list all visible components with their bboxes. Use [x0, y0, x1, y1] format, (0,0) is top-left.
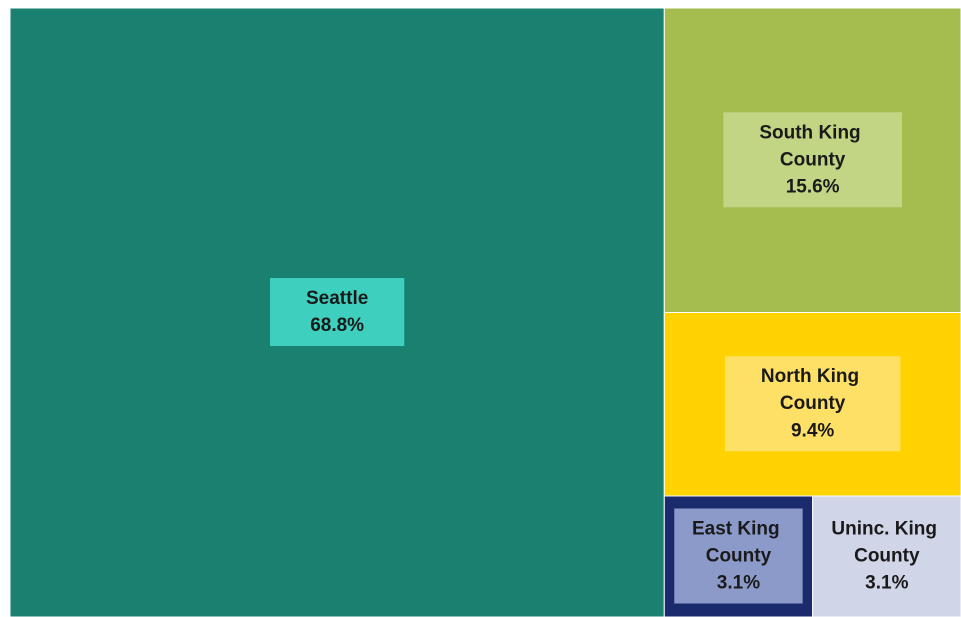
category-label: East King County: [692, 519, 785, 567]
value-label: 68.8%: [310, 315, 364, 336]
value-label: 9.4%: [791, 420, 834, 441]
category-line: County: [854, 546, 920, 567]
category-line: South King: [759, 122, 866, 143]
category-label: South King County: [759, 122, 866, 170]
value-label: 3.1%: [717, 573, 760, 594]
category-line: County: [780, 149, 846, 170]
value-label: 15.6%: [786, 176, 840, 197]
tile-label: Uninc. King County 3.1%: [822, 508, 951, 604]
category-line: Uninc. King: [831, 519, 942, 540]
tile-label: Seattle 68.8%: [269, 278, 405, 347]
tile-label: East King County 3.1%: [674, 508, 803, 604]
label-box: [822, 508, 951, 604]
category-label: North King County: [761, 366, 864, 414]
label-box: [269, 278, 405, 347]
tile-label: South King County 15.6%: [723, 112, 902, 208]
tile-label: North King County 9.4%: [724, 356, 901, 452]
category-line: North King: [761, 366, 864, 387]
category-label: Seattle: [306, 288, 368, 309]
category-line: East King: [692, 519, 785, 540]
label-box: [674, 508, 803, 604]
category-line: Seattle: [306, 288, 368, 309]
label-box: [723, 112, 902, 208]
label-box: [724, 356, 901, 452]
category-line: County: [706, 546, 772, 567]
value-label: 3.1%: [865, 573, 908, 594]
category-label: Uninc. King County: [831, 519, 942, 567]
category-line: County: [780, 393, 846, 414]
